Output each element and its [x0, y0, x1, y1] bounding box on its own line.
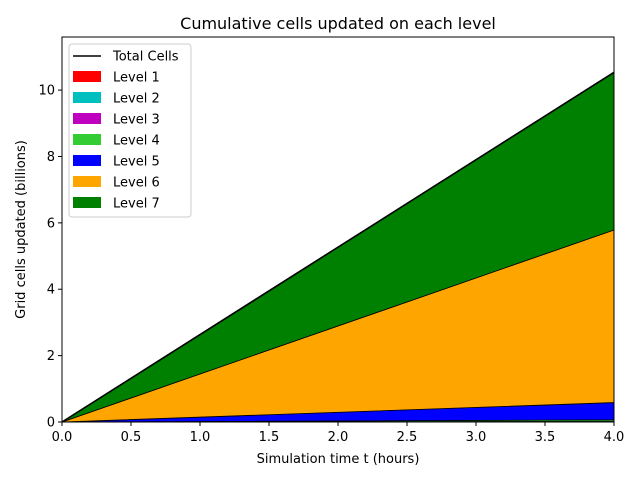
- x-axis-label: Simulation time t (hours): [257, 452, 420, 467]
- legend-label-level-7: Level 7: [113, 197, 160, 212]
- x-tick-label: 3.5: [535, 430, 556, 445]
- x-tick-label: 1.0: [190, 430, 211, 445]
- y-axis-label: Grid cells updated (billions): [14, 140, 29, 319]
- legend-label-level-4: Level 4: [113, 134, 160, 149]
- legend-label-level-6: Level 6: [113, 176, 160, 191]
- y-tick-label: 4: [47, 283, 55, 298]
- y-tick-label: 10: [38, 84, 55, 99]
- y-tick-label: 8: [47, 150, 55, 165]
- x-tick-label: 3.0: [466, 430, 487, 445]
- x-tick-label: 4.0: [604, 430, 625, 445]
- legend-label-level-2: Level 2: [113, 92, 160, 107]
- y-axis: 0 2 4 6 8 10: [38, 84, 62, 431]
- legend-swatch-level-4: [73, 134, 101, 145]
- legend-label-level-3: Level 3: [113, 113, 160, 128]
- y-tick-label: 0: [47, 416, 55, 431]
- x-tick-label: 0.0: [52, 430, 73, 445]
- legend-label-level-5: Level 5: [113, 155, 160, 170]
- legend-label-level-1: Level 1: [113, 71, 160, 86]
- legend-swatch-level-2: [73, 92, 101, 103]
- legend-swatch-level-5: [73, 155, 101, 166]
- line-total-cells: [61, 71, 615, 423]
- x-axis: 0.0 0.5 1.0 1.5 2.0 2.5 3.0 3.5 4.0: [52, 422, 625, 445]
- legend: Total Cells Level 1 Level 2 Level 3 Level 4 L…: [68, 43, 192, 218]
- x-tick-label: 2.5: [397, 430, 418, 445]
- legend-swatch-level-3: [73, 113, 101, 124]
- y-tick-label: 6: [47, 216, 55, 231]
- chart-title: Cumulative cells updated on each level: [180, 14, 496, 33]
- legend-swatch-level-1: [73, 71, 101, 82]
- legend-box: [68, 43, 192, 218]
- legend-swatch-level-7: [73, 197, 101, 208]
- x-tick-label: 1.5: [259, 430, 280, 445]
- legend-label-total-cells: Total Cells: [112, 50, 179, 65]
- y-tick-label: 2: [47, 349, 55, 364]
- x-tick-label: 0.5: [121, 430, 142, 445]
- x-tick-label: 2.0: [328, 430, 349, 445]
- legend-swatch-level-6: [73, 176, 101, 187]
